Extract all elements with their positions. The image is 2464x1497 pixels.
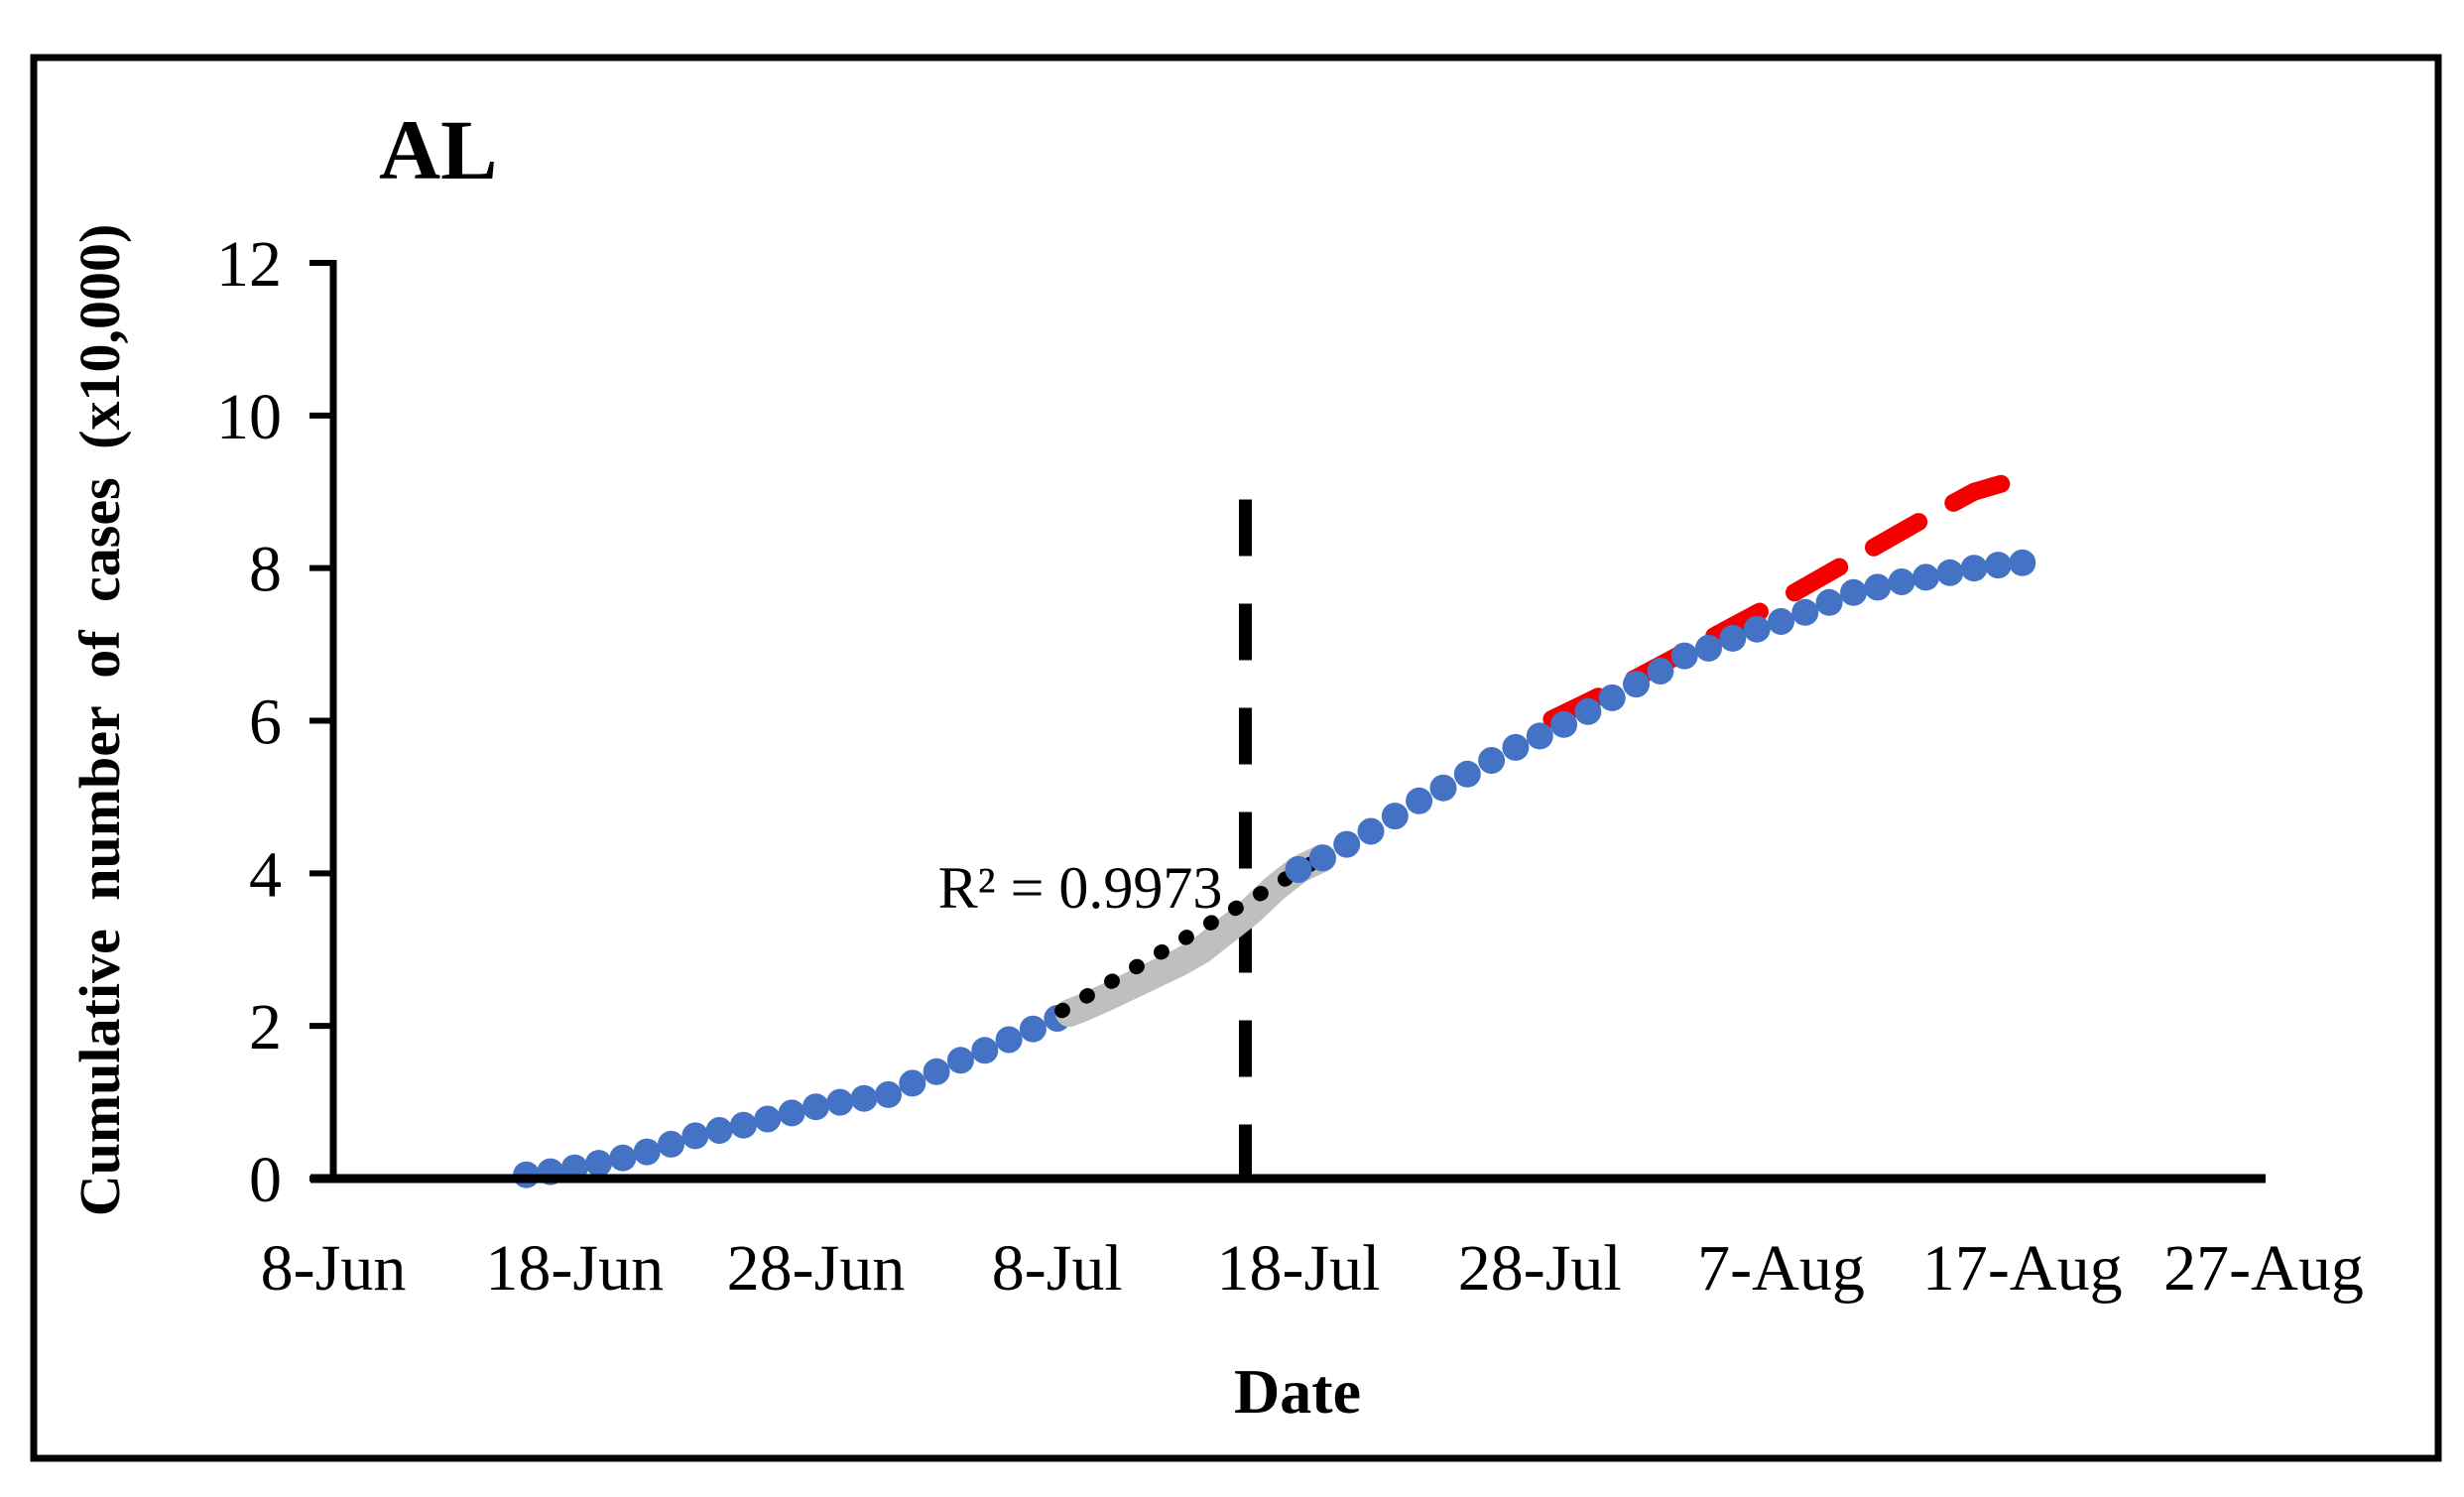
observed-data-point [1526, 722, 1553, 750]
y-tick-label: 10 [216, 381, 282, 453]
y-tick-label: 8 [249, 534, 282, 606]
y-tick-label: 0 [249, 1144, 282, 1216]
observed-data-point [681, 1122, 709, 1150]
observed-data-point [923, 1058, 950, 1085]
observed-data-point [1984, 552, 2012, 579]
y-tick-label: 4 [249, 838, 282, 911]
observed-data-point [1936, 559, 1964, 586]
observed-data-point [1019, 1015, 1047, 1043]
observed-data-point [1623, 671, 1650, 698]
observed-data-point [899, 1069, 926, 1097]
observed-data-point [754, 1105, 782, 1133]
observed-data-point [633, 1138, 661, 1166]
observed-data-point [1864, 573, 1892, 601]
y-tick-label: 6 [249, 686, 282, 758]
observed-data-point [1333, 830, 1361, 858]
chart-title: AL [379, 102, 497, 197]
observed-data-point [585, 1150, 613, 1178]
observed-data-point [850, 1084, 878, 1112]
observed-data-point [1357, 817, 1385, 845]
observed-data-point [1478, 747, 1506, 774]
x-tick-label: 18-Jul [1217, 1232, 1381, 1305]
observed-data-point [1719, 624, 1747, 652]
observed-data-point [609, 1144, 637, 1172]
observed-data-point [1550, 710, 1578, 738]
observed-data-point [1574, 697, 1602, 725]
observed-data-point [778, 1099, 805, 1127]
observed-data-point [1960, 555, 1988, 582]
observed-data-point [1840, 578, 1867, 606]
x-tick-label: 7-Aug [1697, 1232, 1865, 1305]
fitted-trendline-dotted [1054, 845, 1338, 1019]
observed-data-point [826, 1088, 854, 1116]
observed-data-point [1406, 787, 1433, 814]
observed-data-point [1815, 588, 1843, 616]
observed-data-point [1743, 615, 1771, 643]
observed-data-point [1429, 774, 1457, 802]
observed-data-point [1453, 760, 1481, 788]
x-tick-label: 17-Aug [1922, 1232, 2123, 1305]
y-tick-label: 12 [216, 228, 282, 301]
x-tick-label: 8-Jun [261, 1232, 407, 1305]
observed-data-point [1791, 598, 1819, 626]
observed-data-point [1888, 568, 1915, 595]
figure-border [30, 54, 2442, 1462]
fitting-window-band [1054, 843, 1337, 1028]
observed-data-point [1768, 608, 1794, 635]
observed-data-point [1381, 803, 1409, 830]
x-axis-title: Date [1234, 1356, 1361, 1427]
observed-data-point [658, 1130, 684, 1158]
observed-data-point [1647, 658, 1674, 685]
observed-data-point [1598, 684, 1626, 711]
observed-data-point [1912, 563, 1939, 591]
observed-data-point [802, 1093, 829, 1121]
observed-data-point [1285, 856, 1312, 883]
r-squared-annotation: R² = 0.9973 [938, 855, 1223, 921]
observed-data-point [1308, 844, 1336, 872]
observed-data-point [995, 1026, 1023, 1054]
y-tick-label: 2 [249, 991, 282, 1063]
observed-data-point [971, 1037, 999, 1064]
observed-data-point [1695, 634, 1722, 662]
observed-data-point [1502, 733, 1530, 761]
x-tick-label: 28-Jun [727, 1232, 906, 1305]
observed-data-point [2009, 549, 2036, 576]
forecast-dashed-line [1542, 473, 2015, 728]
observed-data-point [946, 1047, 974, 1074]
x-tick-label: 18-Jun [485, 1232, 664, 1305]
observed-data-point [1670, 642, 1698, 670]
observed-data-point [705, 1117, 733, 1144]
x-tick-label: 27-Aug [2163, 1232, 2364, 1305]
y-axis-title: Cumulative number of cases (x10,000) [67, 224, 132, 1217]
x-tick-label: 28-Jul [1458, 1232, 1622, 1305]
x-tick-label: 8-Jul [992, 1232, 1123, 1305]
observed-data-point [875, 1080, 902, 1108]
observed-data-point [730, 1111, 757, 1139]
